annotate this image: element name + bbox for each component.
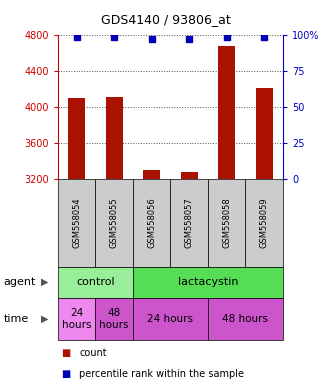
Text: percentile rank within the sample: percentile rank within the sample	[79, 369, 244, 379]
Text: GSM558058: GSM558058	[222, 197, 231, 248]
Bar	[256, 88, 273, 179]
Bar	[58, 298, 95, 340]
Bar	[246, 179, 283, 267]
Bar	[143, 170, 160, 179]
Text: lactacystin: lactacystin	[178, 277, 238, 287]
Bar	[58, 179, 95, 267]
Text: GSM558056: GSM558056	[147, 197, 156, 248]
Text: GSM558059: GSM558059	[260, 197, 269, 248]
Text: GSM558057: GSM558057	[185, 197, 194, 248]
Bar	[58, 267, 133, 298]
Text: count: count	[79, 348, 107, 358]
Text: 24
hours: 24 hours	[62, 308, 91, 329]
Bar	[106, 97, 122, 179]
Text: agent: agent	[3, 277, 36, 287]
Text: ■: ■	[61, 369, 71, 379]
Text: ■: ■	[61, 348, 71, 358]
Text: 48
hours: 48 hours	[99, 308, 129, 329]
Bar	[208, 298, 283, 340]
Bar	[95, 179, 133, 267]
Text: GSM558055: GSM558055	[110, 197, 119, 248]
Bar	[133, 298, 208, 340]
Bar	[170, 179, 208, 267]
Text: 48 hours: 48 hours	[222, 314, 268, 324]
Bar	[208, 179, 246, 267]
Text: control: control	[76, 277, 115, 287]
Text: time: time	[3, 314, 28, 324]
Bar	[181, 172, 198, 179]
Text: ▶: ▶	[41, 314, 48, 324]
Bar	[218, 46, 235, 179]
Text: 24 hours: 24 hours	[148, 314, 193, 324]
Text: GSM558054: GSM558054	[72, 197, 81, 248]
Bar	[133, 267, 283, 298]
Text: ▶: ▶	[41, 277, 48, 287]
Bar	[95, 298, 133, 340]
Bar	[133, 179, 170, 267]
Bar	[68, 98, 85, 179]
Text: GDS4140 / 93806_at: GDS4140 / 93806_at	[101, 13, 230, 26]
